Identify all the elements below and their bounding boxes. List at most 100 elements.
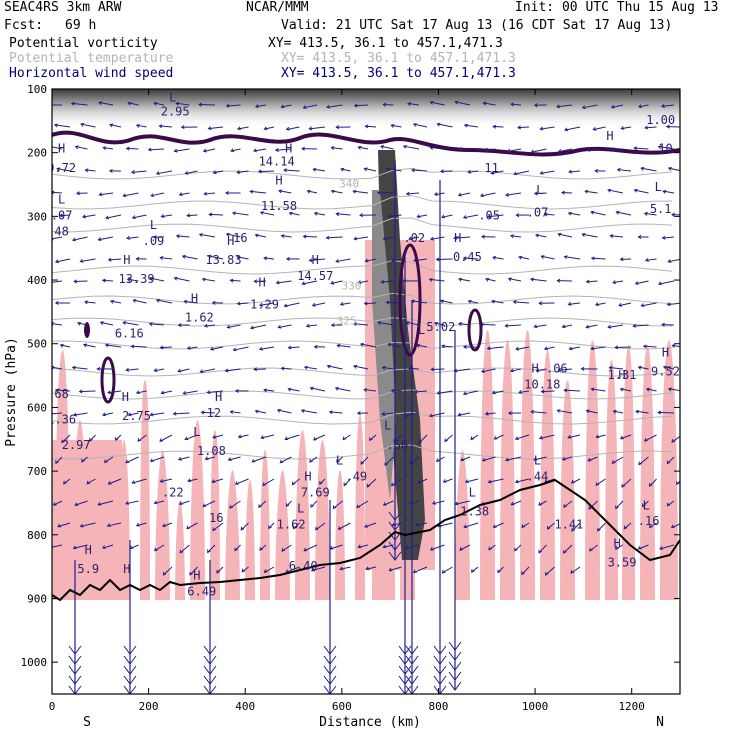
wind-arrow-head (107, 390, 111, 395)
wind-arrow (482, 456, 496, 462)
wind-arrow (358, 544, 369, 548)
wind-arrow-head (236, 301, 241, 306)
wind-arrow (99, 192, 114, 196)
pv-label: H (58, 142, 65, 156)
pv-shading-lobe (315, 440, 330, 600)
pv-label: L (169, 91, 176, 105)
wind-arrow (430, 236, 445, 240)
wind-arrow (230, 411, 241, 414)
wind-arrow (281, 235, 292, 238)
theta-contour (52, 444, 673, 460)
wind-arrow (208, 126, 224, 130)
wind-arrow-head (533, 324, 538, 329)
wind-arrow-head (206, 390, 211, 395)
wind-arrow-head (533, 103, 538, 108)
wind-arrow (531, 148, 547, 153)
wind-arrow (102, 279, 114, 282)
wind-arrow (464, 124, 479, 128)
wind-arrow-head (357, 280, 362, 284)
wind-arrow (237, 256, 249, 260)
wind-arrow (454, 368, 471, 372)
wind-arrow-head (512, 300, 517, 304)
wind-arrow-head (521, 571, 525, 576)
wind-arrow-head (662, 365, 667, 370)
pv-label: 1.62 (185, 310, 214, 324)
wind-arrow-head (135, 256, 140, 261)
wind-arrow-head (590, 387, 595, 392)
wind-arrow-head (590, 346, 595, 351)
pv-label: 12 (207, 406, 221, 420)
wind-arrow (255, 104, 267, 108)
wind-arrow-head (287, 345, 292, 350)
theta-contour (52, 292, 673, 305)
wind-arrow (366, 478, 377, 488)
wind-arrow-head (607, 188, 612, 193)
wind-arrow-head (107, 481, 112, 485)
wind-arrow-head (336, 459, 340, 464)
wind-arrow (480, 192, 496, 197)
field-wind-xy: XY= 413.5, 36.1 to 457.1,471.3 (281, 66, 516, 81)
wind-arrow-head (122, 321, 127, 325)
wind-arrow-head (148, 322, 153, 327)
wind-arrow-head (253, 279, 258, 284)
wind-arrow-head (359, 342, 364, 347)
wind-arrow-head (309, 386, 314, 391)
wind-arrow (458, 322, 471, 326)
wind-arrow-head (457, 192, 462, 197)
wind-arrow-head (263, 126, 268, 131)
wind-arrow (131, 170, 147, 173)
wind-arrow (408, 102, 420, 106)
pv-shading-lobe (335, 470, 345, 600)
wind-arrow-head (251, 458, 256, 463)
wind-arrow (212, 478, 224, 483)
wind-arrow (634, 189, 649, 194)
wind-arrow-head (382, 502, 387, 506)
wind-arrow-head (633, 146, 638, 151)
wind-arrow (608, 324, 624, 328)
wind-arrow-head (135, 124, 140, 128)
wind-arrow-head (490, 299, 495, 304)
wind-arrow (176, 102, 190, 106)
wind-arrow-head (364, 524, 368, 528)
wind-jet-barb (448, 671, 462, 681)
wind-arrow-head (336, 343, 341, 348)
wind-arrow-head (309, 459, 313, 463)
wind-arrow-head (173, 148, 178, 153)
wind-arrow (645, 258, 657, 261)
y-tick-label: 300 (27, 210, 47, 223)
wind-arrow (80, 258, 96, 263)
wind-arrow-head (89, 437, 93, 442)
wind-arrow-head (277, 324, 282, 329)
fcst-value: 69 h (65, 18, 97, 33)
wind-arrow (458, 412, 471, 416)
wind-arrow-head (462, 344, 467, 349)
wind-arrow-head (429, 145, 434, 150)
wind-arrow-head (458, 146, 463, 151)
wind-arrow (102, 412, 114, 416)
wind-arrow (326, 104, 343, 108)
wind-arrow (284, 302, 300, 307)
wind-arrow-head (588, 506, 593, 510)
wind-arrow (507, 148, 522, 152)
wind-arrow (55, 389, 71, 392)
wind-arrow (255, 410, 267, 414)
wind-arrow-head (303, 547, 308, 552)
wind-arrow-head (428, 413, 433, 418)
wind-arrow (136, 390, 147, 394)
wind-arrow (516, 346, 530, 350)
wind-arrow (364, 522, 377, 528)
wind-arrow-head (79, 523, 84, 528)
wind-arrow-head (78, 389, 83, 394)
wind-arrow-head (335, 258, 340, 263)
wind-arrow (98, 500, 114, 506)
wind-arrow-head (172, 411, 177, 416)
wind-arrow (353, 365, 369, 370)
wind-arrow (149, 277, 165, 282)
wind-arrow (71, 102, 88, 106)
wind-arrow (586, 324, 598, 328)
pv-label: 5.9 (77, 562, 99, 576)
wind-arrow (277, 409, 292, 414)
wind-arrow (658, 411, 675, 414)
wind-arrow-head (328, 410, 333, 415)
wind-arrow-head (353, 364, 358, 369)
